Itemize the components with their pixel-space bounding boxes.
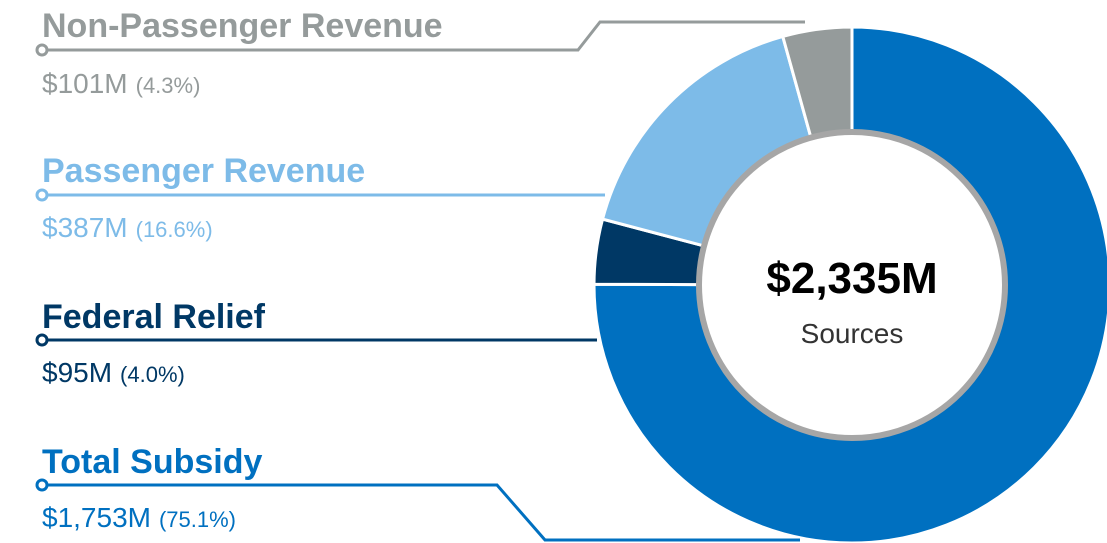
value-label: $95M xyxy=(42,357,112,388)
percent-label: (4.0%) xyxy=(120,362,185,387)
center-subtitle: Sources xyxy=(801,318,904,349)
value-label: $101M xyxy=(42,68,128,99)
legend-value: $387M (16.6%) xyxy=(42,212,213,243)
percent-label: (75.1%) xyxy=(159,507,236,532)
leader-dot xyxy=(35,478,49,492)
leader-dot xyxy=(35,333,49,347)
center-total: $2,335M xyxy=(766,254,937,303)
legend-name: Federal Relief xyxy=(42,298,266,336)
percent-label: (4.3%) xyxy=(136,73,201,98)
legend-name: Passenger Revenue xyxy=(42,152,365,190)
legend-name: Non-Passenger Revenue xyxy=(42,7,443,45)
center-circle xyxy=(696,129,1008,441)
leader-line xyxy=(47,483,800,542)
legend-value: $101M (4.3%) xyxy=(42,68,200,99)
donut xyxy=(592,25,1107,543)
legend-value: $1,753M (75.1%) xyxy=(42,502,236,533)
value-label: $1,753M xyxy=(42,502,151,533)
percent-label: (16.6%) xyxy=(136,217,213,242)
legend-value: $95M (4.0%) xyxy=(42,357,185,388)
legend-name: Total Subsidy xyxy=(42,443,262,481)
leader-dot xyxy=(35,188,49,202)
leader-line xyxy=(47,20,805,52)
value-label: $387M xyxy=(42,212,128,243)
leader-dot xyxy=(35,43,49,57)
